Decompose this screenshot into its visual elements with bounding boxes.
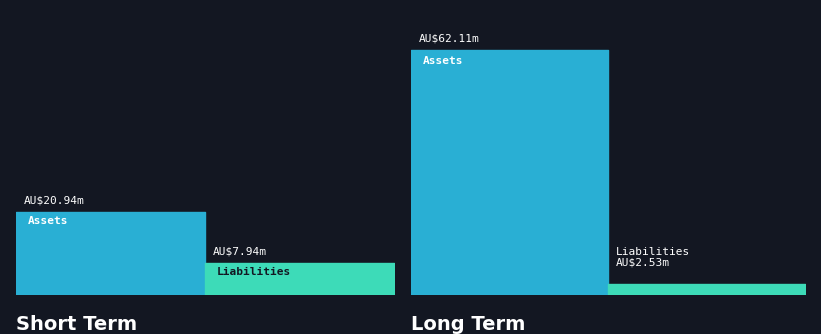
Text: Assets: Assets [422, 56, 463, 66]
Text: AU$7.94m: AU$7.94m [213, 247, 267, 257]
Text: Assets: Assets [28, 215, 68, 225]
Text: Long Term: Long Term [410, 315, 525, 334]
Text: AU$62.11m: AU$62.11m [419, 34, 479, 44]
Text: AU$20.94m: AU$20.94m [24, 196, 85, 206]
Text: AU$2.53m: AU$2.53m [616, 258, 669, 268]
Text: Short Term: Short Term [16, 315, 138, 334]
Text: Liabilities: Liabilities [616, 247, 690, 257]
Text: Liabilities: Liabilities [217, 267, 291, 277]
